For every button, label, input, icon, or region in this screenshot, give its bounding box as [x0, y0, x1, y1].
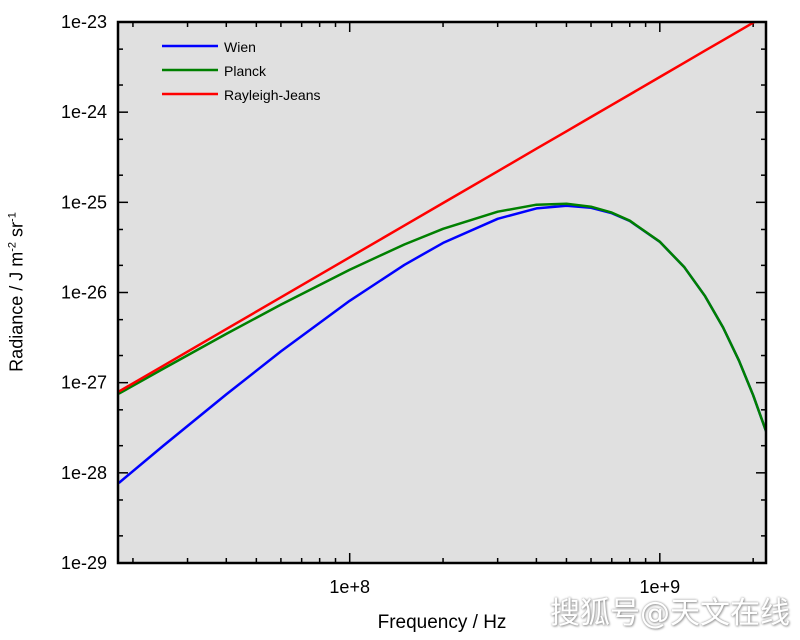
y-tick-label: 1e-23 [61, 12, 107, 32]
y-axis-label-exponent: -1 [6, 212, 19, 222]
x-tick-label: 1e+8 [329, 577, 370, 597]
legend-label: Planck [224, 63, 267, 79]
series-line-rayleigh-jeans [118, 22, 757, 393]
x-axis-label: Frequency / Hz [377, 612, 507, 633]
y-tick-label: 1e-29 [61, 553, 107, 573]
x-tick-label: 1e+9 [640, 577, 681, 597]
y-tick-label: 1e-26 [61, 283, 107, 303]
y-tick-label: 1e-25 [61, 192, 107, 212]
plot-frame [116, 20, 768, 565]
legend-label: Wien [224, 39, 256, 55]
series-group [118, 22, 766, 484]
y-axis-label-text: sr [6, 221, 27, 242]
y-tick-label: 1e-27 [61, 373, 107, 393]
series-line-planck [118, 202, 766, 432]
watermark: 搜狐号@天文在线 [550, 596, 790, 631]
y-tick-label: 1e-24 [61, 102, 107, 122]
y-axis-label-exponent: -2 [6, 241, 19, 252]
y-axis-label-text: Radiance / J m [6, 251, 27, 372]
plot-background [118, 22, 766, 563]
y-tick-label: 1e-28 [61, 463, 107, 483]
y-axis-label: Radiance / J m-2 sr-1 [7, 212, 28, 372]
legend-label: Rayleigh-Jeans [224, 87, 321, 103]
